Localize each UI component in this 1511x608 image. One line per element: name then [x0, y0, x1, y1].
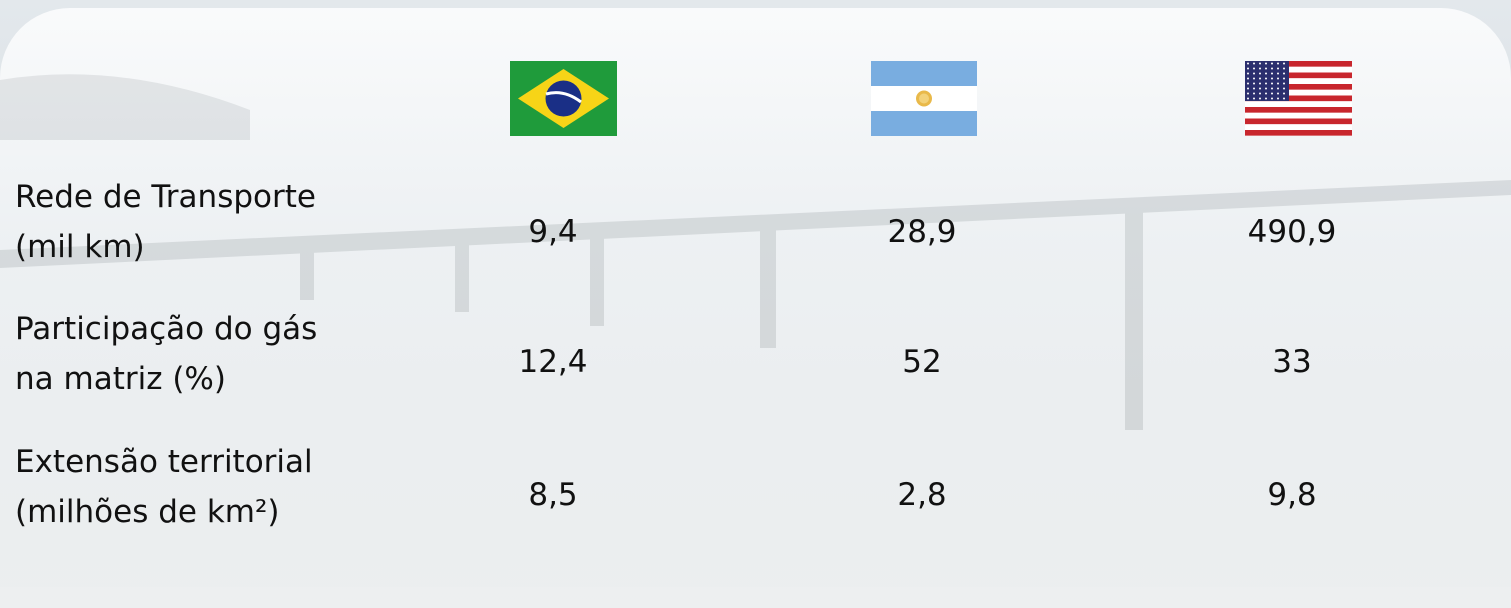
- slide: Rede de Transporte(mil km) 9,4 28,9 490,9 Pa…: [0, 0, 1511, 587]
- row-label: Participação do gás: [15, 304, 317, 354]
- flag-argentina: [871, 61, 977, 136]
- row-label: Rede de Transporte: [15, 172, 316, 222]
- cell-value: 8,5: [528, 477, 577, 513]
- cell-value: 33: [1272, 344, 1311, 380]
- row-label: Extensão territorial: [15, 437, 313, 487]
- cell-value: 52: [902, 344, 941, 380]
- row-label: (milhões de km²): [15, 487, 279, 537]
- row-label: na matriz (%): [15, 354, 226, 404]
- flag-usa: [1245, 61, 1352, 136]
- cell-value: 12,4: [518, 344, 587, 380]
- cell-value: 2,8: [897, 477, 946, 513]
- cell-value: 9,4: [528, 214, 577, 250]
- cell-value: 28,9: [887, 214, 956, 250]
- cell-value: 490,9: [1248, 214, 1337, 250]
- cell-value: 9,8: [1267, 477, 1316, 513]
- flag-brazil: [510, 61, 617, 136]
- row-label: (mil km): [15, 222, 145, 272]
